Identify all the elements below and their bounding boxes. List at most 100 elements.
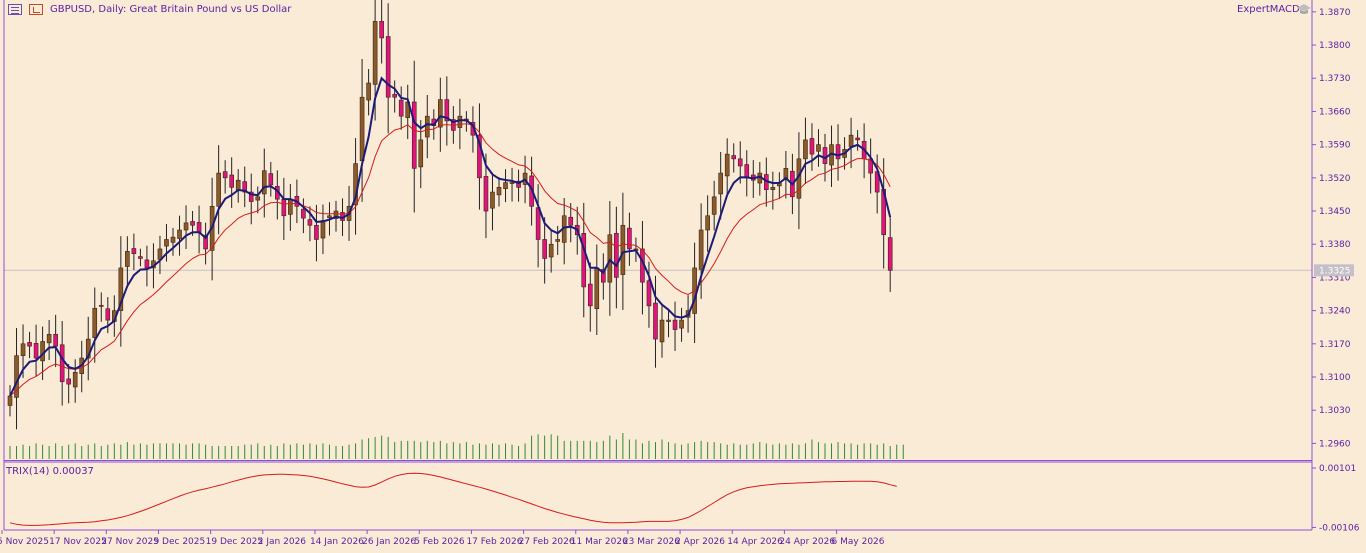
bear-candle-body [568,216,574,226]
bull-candle-body [711,196,717,215]
candle [242,166,248,208]
bear-candle-body [672,319,678,330]
moving-averages [9,76,892,397]
candle [744,150,750,197]
bull-candle-body [164,239,169,247]
bear-candle-body [196,222,202,233]
candle [887,217,893,292]
bull-candle-body [679,319,684,329]
chart-properties-icon[interactable] [29,4,43,15]
candle [555,225,560,255]
bull-candle-body [183,222,189,231]
time-tick-label: 27 Nov 2025 [101,537,159,547]
bear-candle-body [411,101,417,169]
bull-candle-body [7,395,13,406]
bull-candle-body [620,224,626,275]
candle [98,292,104,322]
bull-candle-body [438,99,443,128]
candle [444,76,450,146]
candle [288,184,293,231]
candle [770,171,776,210]
candle [424,95,430,159]
candle [216,145,221,235]
bear-candle-body [248,191,254,202]
time-tick-label: 26 Jan 2026 [362,537,416,547]
bull-candle-body [503,182,508,190]
trix-indicator [9,472,897,526]
candle [646,261,652,328]
candle [33,324,39,377]
candle [281,177,287,240]
bull-candle-body [177,229,182,239]
candle [177,215,182,256]
candle [320,204,326,255]
bear-candle-body [627,227,632,250]
bear-candle-body [483,176,489,212]
candle [705,195,710,252]
bull-candle-body [333,210,339,219]
bear-candle-body [835,144,841,160]
time-tick-label: 5 Feb 2026 [414,537,465,547]
candle [203,222,208,265]
candle [157,235,163,275]
bear-candle-body [66,378,71,385]
bear-candle-body [822,147,828,164]
price-tick-label: 1.3170 [1319,340,1351,350]
candle [53,314,58,368]
trix-label: TRIX(14) 0.00037 [6,466,94,477]
bull-candle-body [235,179,241,191]
candle [131,233,137,271]
candle [72,359,78,403]
bull-candle-body [555,239,560,242]
candle [222,160,228,194]
expert-hat-icon[interactable] [1296,3,1312,15]
candle [170,227,176,256]
candle [7,385,13,417]
list-icon[interactable] [8,4,22,15]
bull-candle-body [372,21,378,85]
bull-candle-body [359,96,365,162]
candle [248,173,254,225]
bear-candle-body [444,99,450,122]
bear-candle-body [601,269,606,283]
bull-candle-body [170,236,176,243]
price-tick-label: 1.3310 [1319,273,1351,283]
bull-candle-body [718,172,723,195]
candle [601,253,606,300]
candle [268,161,274,197]
candle [235,169,241,203]
bull-candle-body [770,187,776,190]
trix-tick-label: 0.00101 [1319,464,1356,474]
candle [516,169,521,202]
candle [718,151,723,220]
price-tick-label: 1.3870 [1319,8,1351,18]
candle [509,167,515,202]
time-tick-label: 24 Apr 2026 [779,537,835,547]
bull-candle-body [698,229,704,270]
bear-candle-body [587,283,593,307]
bear-candle-body [398,99,404,117]
candle [59,320,65,406]
bull-candle-body [40,341,45,362]
candle [542,217,547,284]
time-tick-label: 23 Mar 2026 [623,537,680,547]
bull-candle-body [118,267,124,311]
bull-candle-body [496,187,502,196]
fast-moving-average [9,76,892,397]
bear-candle-body [242,181,248,193]
bear-candle-body [98,305,104,307]
bear-candle-body [614,233,619,278]
expert-advisor-name: ExpertMACD [1237,4,1300,15]
bear-candle-body [222,171,228,179]
chart-symbol-label: GBPUSD, Daily: Great Britain Pound vs US… [50,4,291,15]
candle [587,262,593,332]
bear-candle-body [744,164,750,179]
current-price-label: 1.3325 [1319,266,1351,276]
bull-candle-body [255,196,261,201]
bull-candle-body [724,153,730,177]
bear-candle-body [477,134,482,179]
candle [255,186,261,214]
candle [659,304,665,358]
